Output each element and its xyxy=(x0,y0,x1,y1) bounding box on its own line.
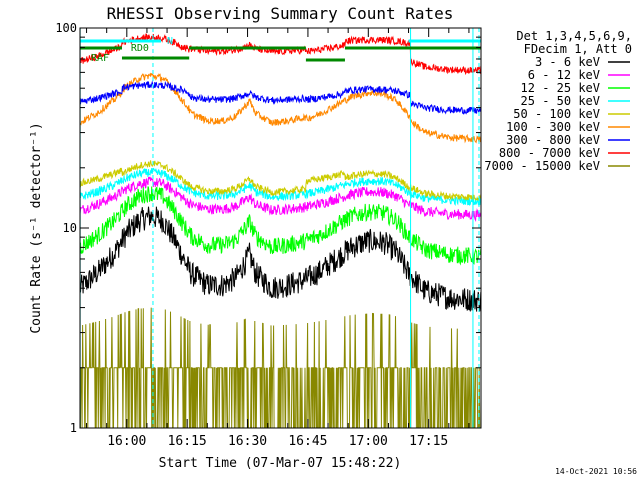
x-tick-label: 16:45 xyxy=(288,434,327,449)
series-7000-15000keV xyxy=(79,307,481,429)
chart-title: RHESSI Observing Summary Count Rates xyxy=(107,4,454,23)
series-6-12keV xyxy=(79,176,482,222)
y-axis: 1 10 100 xyxy=(55,21,481,435)
x-tick-label: 16:00 xyxy=(107,434,146,449)
series-line xyxy=(79,167,482,207)
legend-label: 6 - 12 keV xyxy=(528,68,600,82)
series-3-6keV xyxy=(79,206,482,312)
series-line xyxy=(79,206,482,312)
legend-label: 100 - 300 keV xyxy=(506,120,600,134)
x-axis-label: Start Time (07-Mar-07 15:48:22) xyxy=(159,456,402,471)
flag-n-label: N xyxy=(167,36,173,47)
legend-header-line-1: Det 1,3,4,5,6,9, xyxy=(516,29,632,43)
flag-raf-label: RAF xyxy=(91,53,109,64)
legend-label: 25 - 50 keV xyxy=(521,94,600,108)
x-axis: 16:00 16:15 16:30 16:45 17:00 17:15 xyxy=(86,28,470,449)
legend-label: 300 - 800 keV xyxy=(506,133,600,147)
series-12-25keV xyxy=(79,186,482,266)
y-tick-label: 1 xyxy=(70,421,77,435)
series-25-50keV xyxy=(79,167,482,207)
legend-header-line-2: FDecim 1, Att 0 xyxy=(524,42,632,56)
legend-label: 12 - 25 keV xyxy=(521,81,600,95)
series-line xyxy=(79,307,481,429)
series-line xyxy=(79,176,482,222)
x-tick-label: 16:15 xyxy=(168,434,207,449)
series-300-800keV xyxy=(79,80,482,115)
y-tick-label: 10 xyxy=(63,221,77,235)
series-50-100keV xyxy=(79,160,482,201)
timestamp: 14-Oct-2021 10:56 xyxy=(555,467,637,476)
legend: Det 1,3,4,5,6,9, FDecim 1, Att 0 3 - 6 k… xyxy=(484,29,632,173)
y-tick-label: 100 xyxy=(55,21,77,35)
legend-label: 50 - 100 keV xyxy=(513,107,600,121)
x-tick-label: 16:30 xyxy=(228,434,267,449)
legend-label: 3 - 6 keV xyxy=(535,55,600,69)
series-layer xyxy=(79,33,482,429)
flag-rd0-label: RD0 xyxy=(131,43,149,54)
legend-label: 800 - 7000 keV xyxy=(499,146,600,160)
series-100-300keV xyxy=(79,72,482,144)
series-line xyxy=(79,80,482,115)
x-tick-label: 17:15 xyxy=(409,434,448,449)
x-tick-label: 17:00 xyxy=(349,434,388,449)
legend-label: 7000 - 15000 keV xyxy=(484,159,600,173)
series-line xyxy=(79,186,482,266)
series-line xyxy=(79,72,482,144)
y-axis-label: Count Rate (s⁻¹ detector⁻¹) xyxy=(29,122,44,333)
series-line xyxy=(79,160,482,201)
